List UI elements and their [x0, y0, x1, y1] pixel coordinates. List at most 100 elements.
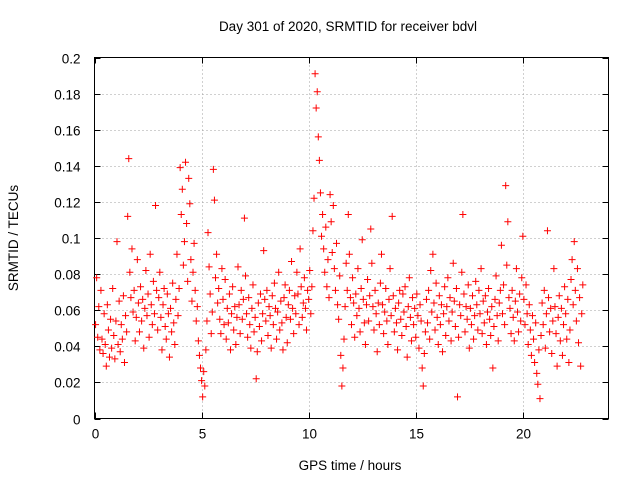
- data-point: [371, 286, 379, 294]
- data-point: [421, 328, 429, 336]
- data-point: [294, 290, 302, 298]
- data-point: [324, 256, 332, 264]
- data-point: [171, 340, 179, 348]
- data-point: [395, 299, 403, 307]
- data-point: [424, 319, 432, 327]
- data-point: [398, 331, 406, 339]
- data-point: [231, 303, 239, 311]
- data-point: [356, 328, 364, 336]
- y-tick-label: 0.06: [54, 304, 80, 319]
- data-point: [485, 285, 493, 293]
- data-point: [334, 301, 342, 309]
- data-point: [93, 274, 101, 282]
- y-axis-label: SRMTID / TECUs: [6, 185, 21, 292]
- data-point: [355, 304, 363, 312]
- data-point: [204, 229, 212, 237]
- data-point: [168, 328, 176, 336]
- data-point: [213, 250, 221, 258]
- data-point: [340, 335, 348, 343]
- data-point: [260, 247, 268, 255]
- data-point: [479, 297, 487, 305]
- data-point: [157, 313, 165, 321]
- data-point: [539, 321, 547, 329]
- data-point: [310, 194, 318, 202]
- data-point: [158, 346, 166, 354]
- data-point: [170, 319, 178, 327]
- data-point: [557, 304, 565, 312]
- data-point: [456, 301, 464, 309]
- data-point: [342, 259, 350, 267]
- data-point: [283, 339, 291, 347]
- data-point: [519, 232, 527, 240]
- data-point: [230, 326, 238, 334]
- data-point: [352, 290, 360, 298]
- data-point: [361, 340, 369, 348]
- data-point: [354, 265, 362, 273]
- data-point: [503, 261, 511, 269]
- data-point: [465, 344, 473, 352]
- data-point: [205, 263, 213, 271]
- data-point: [118, 335, 126, 343]
- data-point: [435, 292, 443, 300]
- y-tick-label: 0.18: [54, 88, 80, 103]
- data-point: [292, 310, 300, 318]
- data-point: [413, 290, 421, 298]
- data-point: [255, 322, 263, 330]
- data-point: [349, 274, 357, 282]
- data-point: [335, 315, 343, 323]
- data-point: [279, 346, 287, 354]
- data-point: [120, 359, 128, 367]
- data-point: [296, 245, 304, 253]
- data-point: [384, 340, 392, 348]
- data-point: [271, 304, 279, 312]
- data-point: [346, 294, 354, 302]
- data-point: [515, 328, 523, 336]
- data-point: [186, 200, 194, 208]
- data-point: [350, 299, 358, 307]
- data-point: [477, 265, 485, 273]
- data-point: [500, 281, 508, 289]
- data-point: [553, 362, 561, 370]
- data-point: [528, 312, 536, 320]
- data-point: [169, 279, 177, 287]
- data-point: [104, 326, 112, 334]
- data-point: [193, 303, 201, 311]
- data-point: [397, 315, 405, 323]
- data-point: [147, 301, 155, 309]
- data-point: [517, 317, 525, 325]
- data-point: [373, 348, 381, 356]
- data-point: [123, 328, 131, 336]
- data-point: [322, 223, 330, 231]
- data-point: [399, 290, 407, 298]
- data-point: [403, 353, 411, 361]
- data-point: [286, 315, 294, 323]
- y-tick-label: 0.04: [54, 340, 81, 355]
- data-point: [281, 281, 289, 289]
- data-point: [197, 364, 205, 372]
- data-point: [275, 268, 283, 276]
- data-point: [228, 310, 236, 318]
- data-point: [199, 393, 207, 401]
- data-point: [524, 340, 532, 348]
- data-point: [173, 250, 181, 258]
- data-point: [506, 304, 514, 312]
- data-point: [527, 351, 535, 359]
- data-point: [419, 382, 427, 390]
- data-point: [105, 353, 113, 361]
- data-point: [375, 321, 383, 329]
- data-point: [396, 286, 404, 294]
- data-point: [404, 303, 412, 311]
- data-point: [109, 285, 117, 293]
- data-point: [115, 297, 123, 305]
- data-point: [336, 272, 344, 280]
- data-point: [238, 315, 246, 323]
- data-point: [536, 395, 544, 403]
- chart-title: Day 301 of 2020, SRMTID for receiver bdv…: [219, 19, 477, 34]
- data-point: [100, 310, 108, 318]
- data-point: [258, 337, 266, 345]
- data-point: [251, 313, 259, 321]
- data-point: [548, 350, 556, 358]
- data-point: [481, 292, 489, 300]
- data-point: [127, 294, 135, 302]
- data-point: [133, 256, 141, 264]
